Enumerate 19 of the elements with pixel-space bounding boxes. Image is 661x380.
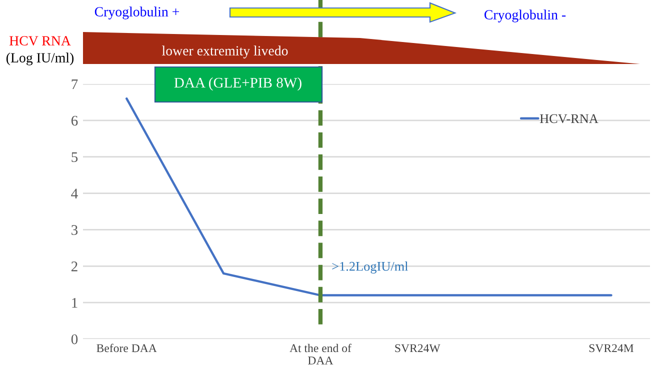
y-tick-label: 0 — [71, 334, 78, 344]
text: Cryoglobulin - — [484, 10, 566, 22]
text: Cryoglobulin + — [94, 6, 180, 20]
x-tick-label: SVR24M — [589, 344, 634, 352]
x-tick-label: SVR24W — [395, 344, 440, 352]
legend-label: HCV-RNA — [540, 114, 598, 124]
y-axis-title: HCV RNA (Log IU/ml) — [6, 36, 74, 66]
x-tick-label: At the end of DAA — [290, 344, 352, 364]
y-tick-label: 2 — [71, 262, 78, 272]
y-tick-label: 7 — [72, 80, 78, 90]
x-tick-label: Before DAA — [96, 344, 157, 352]
y-tick-label: 3 — [72, 225, 78, 235]
text: lower extremity livedo — [162, 46, 288, 58]
y-tick-label: 6 — [71, 116, 78, 126]
annotation: >1.2LogIU/ml — [332, 262, 408, 274]
y-tick-label: 1 — [72, 298, 78, 308]
annotation: DAA (GLE+PIB 8W) — [174, 77, 302, 91]
y-tick-label: 5 — [72, 152, 78, 162]
y-tick-label: 4 — [71, 188, 78, 198]
